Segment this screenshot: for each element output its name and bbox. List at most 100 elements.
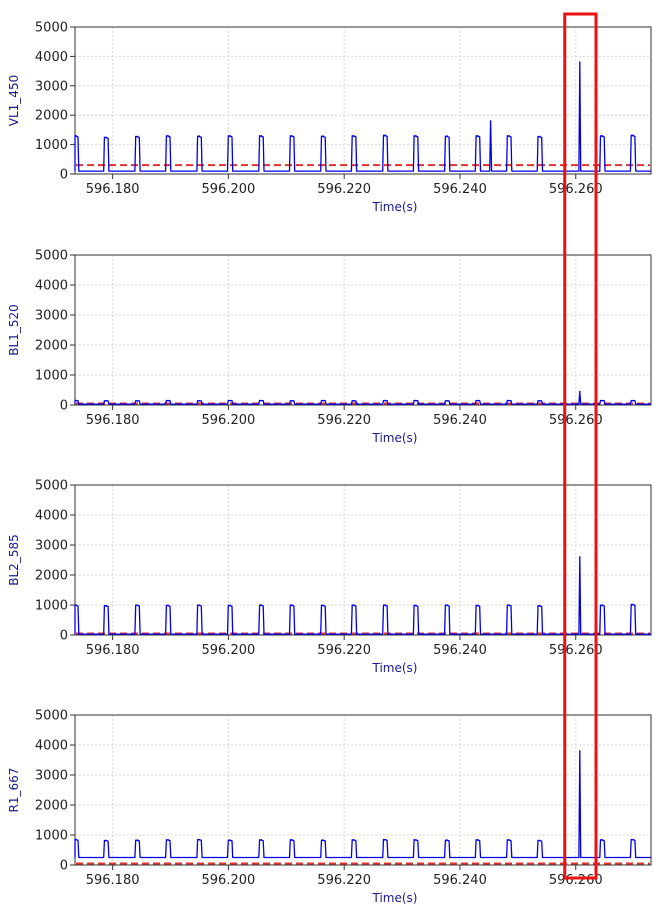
x-axis-label: Time(s) (372, 200, 418, 214)
plot-frame (74, 714, 652, 866)
y-tick-label: 4000 (35, 279, 68, 294)
y-tick-label: 1000 (35, 599, 68, 614)
x-axis-label: Time(s) (372, 661, 418, 675)
pulse-peak (384, 399, 387, 402)
x-tick-label: 596.200 (202, 182, 256, 197)
pulse-peak (632, 603, 634, 606)
y-tick-label: 0 (60, 859, 68, 874)
y-tick-label: 4000 (35, 739, 68, 754)
x-axis-label: Time(s) (372, 891, 418, 905)
pulse-peak (322, 135, 325, 137)
y-axis-label: BL1_520 (7, 304, 21, 355)
pulse-peak (384, 838, 387, 841)
x-axis-label: Time(s) (372, 431, 418, 445)
y-tick-label: 0 (60, 399, 68, 414)
pulse-peak (291, 604, 293, 606)
x-tick-label: 596.220 (317, 873, 371, 888)
y-tick-label: 5000 (35, 21, 68, 36)
pulse-peak (415, 134, 417, 137)
pulse-peak (601, 134, 604, 137)
y-tick-label: 5000 (35, 709, 68, 724)
pulse-peak (353, 604, 355, 606)
x-tick-label: 596.240 (433, 643, 487, 658)
pulse-peak (229, 399, 231, 402)
pulse-peak (229, 839, 231, 841)
spike-peak (578, 556, 581, 558)
pulse-peak (477, 604, 479, 607)
x-tick-label: 596.220 (317, 413, 371, 428)
y-tick-label: 1000 (35, 829, 68, 844)
y-tick-label: 0 (60, 168, 68, 183)
pulse-peak (384, 604, 387, 606)
x-tick-label: 596.180 (86, 873, 140, 888)
pulse-peak (477, 134, 479, 137)
pulse-peak (167, 604, 170, 607)
x-tick-label: 596.240 (433, 413, 487, 428)
pulse-peak (539, 135, 541, 138)
spike-peak (578, 750, 581, 752)
pulse-peak (539, 604, 541, 607)
pulse-peak (632, 134, 634, 136)
pulse-peak (75, 399, 77, 402)
chart-panel-4: 0 1000 2000 3000 4000 5000 596.180 596.200 596.2… (7, 709, 652, 905)
pulse-peak (415, 604, 417, 607)
signal-line (74, 61, 651, 172)
x-tick-label: 596.260 (549, 182, 603, 197)
x-tick-label: 596.240 (433, 873, 487, 888)
pulse-peak (353, 839, 355, 841)
x-tick-label: 596.200 (202, 413, 256, 428)
pulse-peak (260, 604, 263, 606)
pulse-peak (477, 399, 479, 402)
y-tick-label: 2000 (35, 799, 68, 814)
pulse-peak (539, 400, 541, 402)
pulse-peak (632, 838, 634, 841)
pulse-peak (601, 604, 604, 606)
pulse-peak (353, 134, 355, 137)
y-tick-label: 3000 (35, 309, 68, 324)
spike-peak (578, 390, 581, 393)
pulse-peak (601, 839, 604, 841)
plot-frame (74, 254, 652, 406)
y-axis-label: R1_667 (7, 768, 21, 813)
pulse-peak (508, 134, 510, 137)
x-tick-label: 596.220 (317, 182, 371, 197)
pulse-peak (229, 134, 231, 137)
pulse-peak (136, 400, 139, 402)
pulse-peak (322, 604, 325, 607)
pulse-peak (229, 604, 231, 607)
pulse-peak (632, 399, 634, 402)
spike-peak (578, 61, 581, 64)
y-tick-label: 0 (60, 629, 68, 644)
pulse-peak (291, 839, 293, 841)
y-axis-label: VL1_450 (7, 75, 21, 126)
pulse-peak (105, 136, 108, 139)
pulse-peak (446, 839, 449, 841)
pulse-peak (198, 838, 201, 841)
pulse-peak (136, 135, 139, 138)
y-tick-label: 3000 (35, 769, 68, 784)
y-tick-label: 4000 (35, 50, 68, 65)
x-tick-label: 596.240 (433, 182, 487, 197)
y-tick-label: 3000 (35, 539, 68, 554)
pulse-peak (198, 135, 201, 137)
plot-frame (74, 484, 652, 636)
pulse-peak (136, 604, 139, 606)
pulse-peak (105, 604, 108, 607)
pulse-peak (322, 839, 325, 841)
pulse-peak (136, 839, 139, 841)
pulse-peak (508, 604, 510, 606)
pulse-peak (353, 400, 355, 402)
x-tick-label: 596.200 (202, 643, 256, 658)
plot-frame (74, 26, 652, 175)
x-tick-label: 596.220 (317, 643, 371, 658)
y-tick-label: 1000 (35, 369, 68, 384)
pulse-peak (477, 839, 479, 841)
pulse-peak (446, 135, 449, 137)
pulse-peak (384, 134, 387, 136)
pulse-peak (291, 134, 293, 137)
chart-panel-1: 0 1000 2000 3000 4000 5000 596.180 596.200 596.2… (7, 21, 652, 214)
highlight-box (563, 12, 598, 880)
pulse-peak (291, 400, 293, 402)
y-tick-label: 2000 (35, 569, 68, 584)
